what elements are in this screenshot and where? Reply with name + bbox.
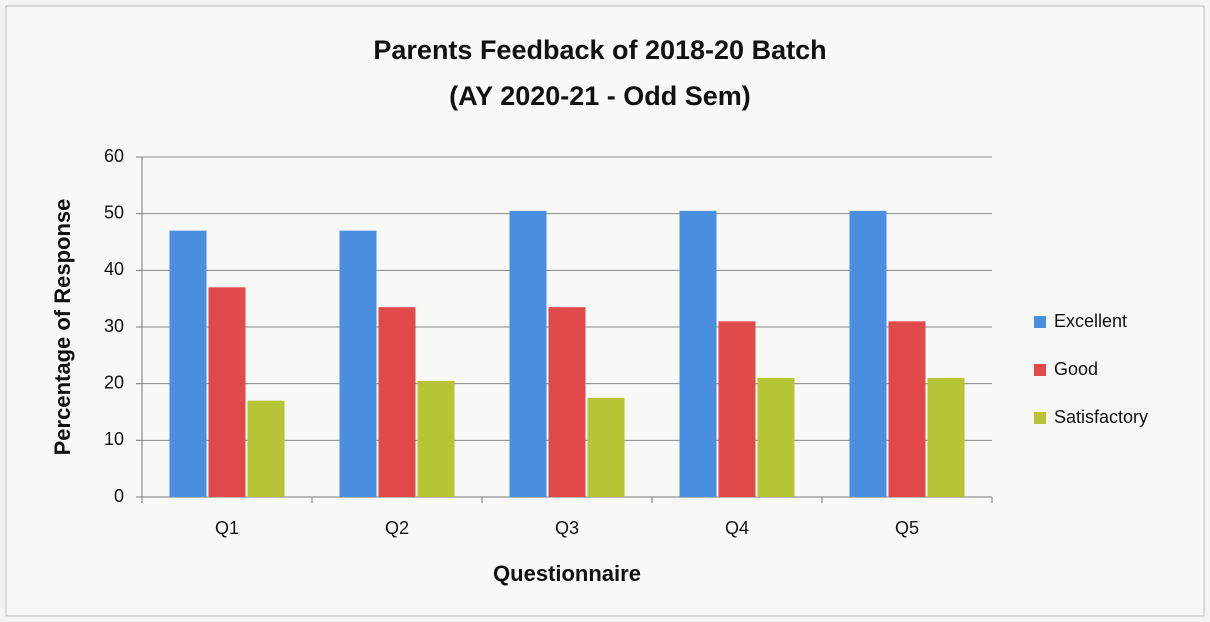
bar bbox=[548, 307, 586, 497]
y-tick-label: 40 bbox=[104, 259, 124, 279]
x-tick-label: Q1 bbox=[215, 518, 239, 538]
bar bbox=[417, 380, 455, 497]
y-axis-title: Percentage of Response bbox=[50, 199, 75, 456]
bar bbox=[888, 321, 926, 497]
legend-swatch bbox=[1034, 316, 1046, 328]
bar bbox=[509, 210, 547, 498]
legend-swatch bbox=[1034, 412, 1046, 424]
bar bbox=[927, 378, 965, 497]
legend-label: Satisfactory bbox=[1054, 407, 1148, 427]
bar bbox=[718, 321, 756, 497]
y-tick-label: 60 bbox=[104, 146, 124, 166]
x-axis-title: Questionnaire bbox=[493, 561, 641, 586]
bar bbox=[378, 307, 416, 497]
x-tick-label: Q3 bbox=[555, 518, 579, 538]
bar bbox=[587, 397, 625, 497]
bar bbox=[247, 400, 285, 497]
x-tick-label: Q4 bbox=[725, 518, 749, 538]
y-tick-label: 30 bbox=[104, 316, 124, 336]
bar bbox=[679, 210, 717, 498]
bar bbox=[169, 230, 207, 497]
chart-subtitle: (AY 2020-21 - Odd Sem) bbox=[449, 81, 751, 111]
legend-label: Excellent bbox=[1054, 311, 1127, 331]
x-tick-label: Q2 bbox=[385, 518, 409, 538]
bar bbox=[208, 287, 246, 497]
y-tick-label: 0 bbox=[114, 486, 124, 506]
bar bbox=[339, 230, 377, 497]
legend-swatch bbox=[1034, 364, 1046, 376]
bar bbox=[849, 210, 887, 498]
bar bbox=[757, 378, 795, 497]
chart-title: Parents Feedback of 2018-20 Batch bbox=[373, 35, 826, 65]
y-tick-label: 10 bbox=[104, 429, 124, 449]
y-tick-label: 50 bbox=[104, 202, 124, 222]
y-tick-label: 20 bbox=[104, 372, 124, 392]
x-tick-label: Q5 bbox=[895, 518, 919, 538]
legend-label: Good bbox=[1054, 359, 1098, 379]
